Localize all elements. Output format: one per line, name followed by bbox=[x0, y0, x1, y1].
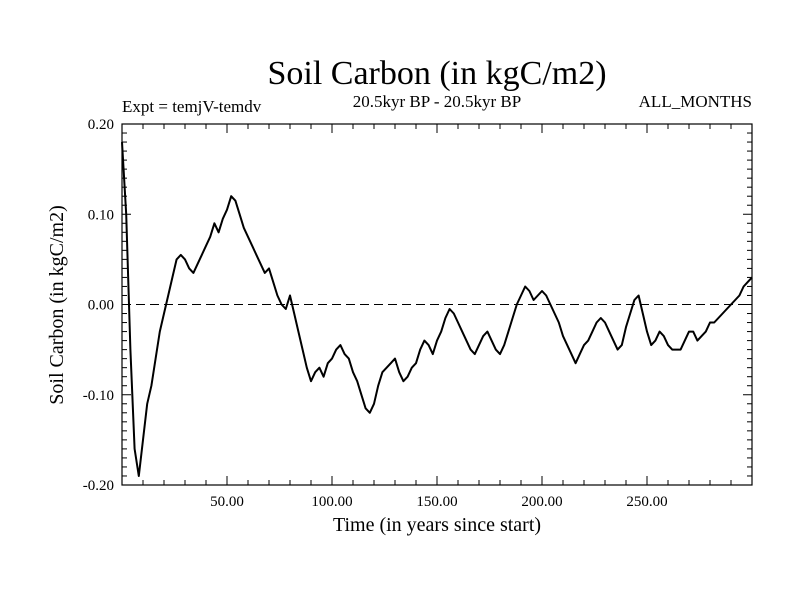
x-tick-label: 50.00 bbox=[210, 494, 244, 510]
x-axis-tick-labels: 50.00 100.00 150.00 200.00 250.00 bbox=[210, 494, 668, 510]
y-tick-label: 0.00 bbox=[88, 298, 114, 314]
x-axis-ticks bbox=[142, 124, 732, 485]
y-axis-tick-labels: 0.20 0.10 0.00 -0.10 -0.20 bbox=[83, 117, 114, 494]
x-axis-label: Time (in years since start) bbox=[333, 514, 541, 536]
period-label: 20.5kyr BP - 20.5kyr BP bbox=[353, 92, 521, 111]
chart-title: Soil Carbon (in kgC/m2) bbox=[267, 55, 606, 92]
y-tick-label: -0.20 bbox=[83, 478, 114, 494]
soil-carbon-series-line bbox=[121, 142, 753, 477]
x-tick-label: 150.00 bbox=[416, 494, 457, 510]
y-axis-label: Soil Carbon (in kgC/m2) bbox=[46, 205, 68, 404]
months-label: ALL_MONTHS bbox=[639, 92, 752, 111]
y-tick-label: 0.10 bbox=[88, 207, 114, 223]
x-tick-label: 200.00 bbox=[521, 494, 562, 510]
y-tick-label: -0.10 bbox=[83, 388, 114, 404]
x-tick-label: 250.00 bbox=[626, 494, 667, 510]
x-tick-label: 100.00 bbox=[311, 494, 352, 510]
experiment-label: Expt = temjV-temdv bbox=[122, 97, 262, 116]
y-tick-label: 0.20 bbox=[88, 117, 114, 133]
